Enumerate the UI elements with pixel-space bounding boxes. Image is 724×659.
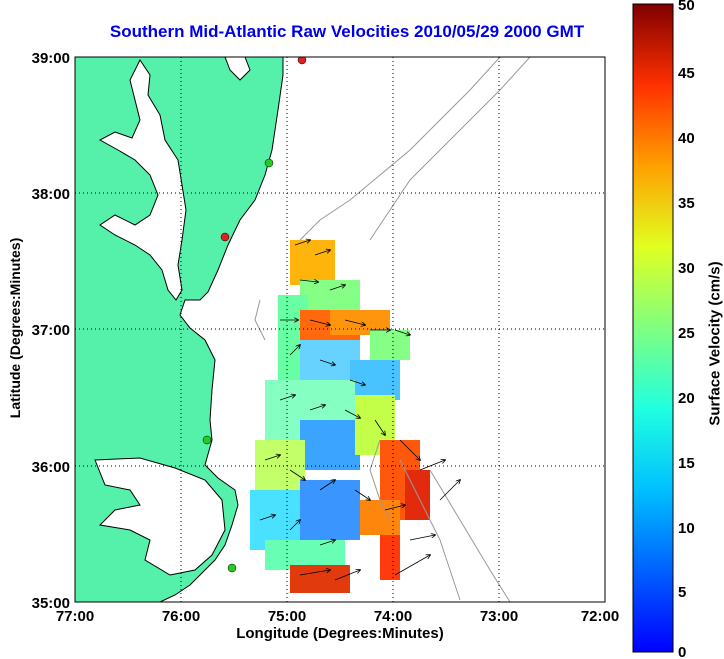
y-tick-label: 36:00 — [32, 459, 70, 476]
map-frame — [74, 56, 606, 603]
chesapeake-bay — [98, 59, 187, 301]
x-axis-label: Longitude (Degrees:Minutes) — [236, 625, 444, 642]
station-marker — [227, 563, 237, 573]
y-axis-label: Latitude (Degrees:Minutes) — [7, 237, 23, 419]
pamlico-sound — [94, 457, 226, 576]
station-marker — [202, 435, 212, 445]
bathymetry-contours — [254, 57, 531, 602]
colorbar-tick-label: 40 — [678, 130, 695, 147]
colorbar-tick-label: 25 — [678, 325, 695, 342]
colorbar-tick-label: 35 — [678, 195, 695, 212]
x-tick-label: 74:00 — [374, 608, 412, 625]
colorbar-gradient — [632, 3, 674, 653]
station-marker — [264, 158, 274, 168]
y-tick-labels: 39:00 38:00 37:00 36:00 35:00 — [32, 50, 70, 612]
x-tick-label: 75:00 — [268, 608, 306, 625]
hf-radar-stations — [202, 57, 307, 573]
colorbar-tick-label: 10 — [678, 520, 695, 537]
y-tick-label: 35:00 — [32, 595, 70, 612]
colorbar-tick-label: 20 — [678, 390, 695, 407]
map-title: Southern Mid-Atlantic Raw Velocities 201… — [109, 22, 585, 41]
delaware-bay — [224, 57, 251, 81]
station-marker — [297, 57, 307, 65]
colorbar-tick-label: 45 — [678, 65, 695, 82]
x-tick-labels: 77:00 76:00 75:00 74:00 73:00 72:00 — [56, 608, 619, 625]
x-tick-label: 72:00 — [581, 608, 619, 625]
colorbar-tick-label: 50 — [678, 0, 695, 14]
station-marker — [220, 232, 230, 242]
velocity-vectors — [259, 240, 460, 581]
colorbar-label: Surface Velocity (cm/s) — [706, 261, 724, 426]
x-tick-label: 73:00 — [480, 608, 518, 625]
colorbar-tick-label: 30 — [678, 260, 695, 277]
colorbar-tick-label: 5 — [678, 584, 686, 601]
x-tick-label: 76:00 — [162, 608, 200, 625]
y-tick-label: 39:00 — [32, 50, 70, 67]
colorbar-tick-label: 0 — [678, 644, 686, 659]
x-tick-label: 77:00 — [56, 608, 94, 625]
colorbar-ticks: 50 45 40 35 30 25 20 15 10 5 0 — [678, 0, 695, 659]
y-tick-label: 38:00 — [32, 186, 70, 203]
grid-lines — [75, 57, 605, 602]
colorbar-tick-label: 15 — [678, 455, 695, 472]
y-tick-label: 37:00 — [32, 322, 70, 339]
